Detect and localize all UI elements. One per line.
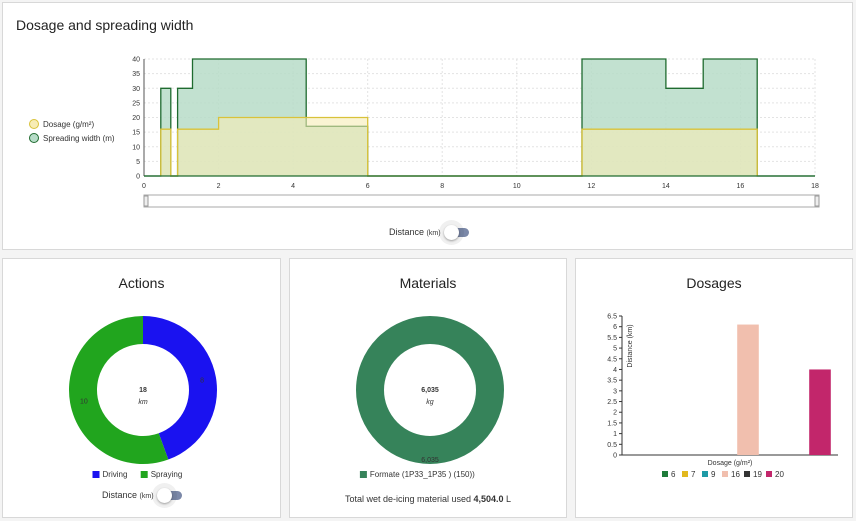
area-y-tick: 15 [132, 130, 140, 137]
bar-x-label: Dosage (g/m²) [708, 460, 753, 467]
area-y-tick: 5 [136, 159, 140, 166]
bar-legend-marker [722, 471, 728, 477]
top-distance-toggle-row: Distance (km) [389, 224, 469, 240]
donut-legend-label: Formate (1P33_1P35 ) (150)) [370, 470, 475, 479]
bar-y-tick: 0.5 [607, 442, 617, 449]
dosage-spreading-chart: 0 5 10 15 20 25 30 35 40 0 2 4 6 8 10 12 14 16 18 Dosage (g… [29, 57, 820, 208]
range-slider-handle-left[interactable] [143, 195, 149, 207]
donut-center-value: 18 [139, 387, 147, 394]
area-y-tick: 10 [132, 144, 140, 151]
donut-center-value: 6,035 [421, 387, 439, 394]
bar-y-tick: 3.5 [607, 378, 617, 385]
bar-y-tick: 2 [613, 410, 617, 417]
area-x-tick: 6 [366, 183, 370, 190]
donut-legend-marker [140, 471, 148, 478]
donut-slice-label: 10 [80, 398, 88, 405]
bar-y-tick: 6 [613, 324, 617, 331]
bar-y-tick: 4.5 [607, 356, 617, 363]
bar-y-label: Distance (km) [627, 324, 634, 367]
dosages-bar-chart: 0 0.5 1 1.5 2 2.5 3 3.5 4 4.5 5 5.5 6 6.5 Distance (km… [607, 314, 838, 479]
area-y-tick: 35 [132, 71, 140, 78]
range-slider-handle-right[interactable] [814, 195, 820, 207]
actions-donut-chart: 8 10 18 km Driving Spraying [69, 316, 217, 479]
bar-y-tick: 3 [613, 388, 617, 395]
area-legend-marker [29, 119, 39, 129]
donut-center-unit: km [138, 399, 148, 406]
donut-legend-label: Driving [103, 470, 128, 479]
bar-legend-marker [702, 471, 708, 477]
donut-legend-label: Spraying [151, 470, 183, 479]
bar-legend-marker [662, 471, 668, 477]
area-x-tick: 8 [440, 183, 444, 190]
bar-legend-marker [682, 471, 688, 477]
bar-y-tick: 4 [613, 367, 617, 374]
actions-distance-toggle[interactable] [156, 487, 182, 503]
bar-y-tick: 0 [613, 453, 617, 460]
donut-slice [356, 316, 504, 464]
top-distance-toggle[interactable] [443, 224, 469, 240]
top-toggle-knob[interactable] [443, 224, 459, 240]
area-x-tick: 18 [811, 183, 819, 190]
area-x-tick: 4 [291, 183, 295, 190]
bar-legend-label: 19 [753, 470, 762, 479]
actions-panel: Actions 8 10 18 km Driving Spraying Distance … [2, 258, 281, 518]
bar-legend-label: 9 [711, 470, 716, 479]
donut-slice [143, 316, 217, 460]
dosage-bar [737, 324, 759, 455]
materials-donut-chart: 6,035 6,035 kg Formate (1P33_1P35 ) (150)) [356, 316, 504, 479]
area-legend-label: Dosage (g/m²) [43, 120, 94, 129]
area-y-tick: 25 [132, 100, 140, 107]
dosage-spreading-title: Dosage and spreading width [16, 17, 194, 33]
donut-legend-marker [92, 471, 100, 478]
area-x-tick: 14 [662, 183, 670, 190]
bar-y-tick: 1 [613, 431, 617, 438]
actions-distance-toggle-row: Distance (km) [102, 487, 182, 503]
dosage-spreading-panel: Dosage and spreading width 0 5 10 15 20 25 30 3… [2, 2, 853, 250]
bar-legend-marker [766, 471, 772, 477]
donut-slice [69, 316, 169, 464]
actions-toggle-knob[interactable] [156, 487, 172, 503]
area-legend-label: Spreading width (m) [43, 134, 115, 143]
area-y-tick: 20 [132, 115, 140, 122]
bar-y-tick: 2.5 [607, 399, 617, 406]
area-x-tick: 10 [513, 183, 521, 190]
dosage-bar [809, 369, 831, 455]
materials-panel: Materials 6,035 6,035 kg Formate (1P33_1P35… [289, 258, 567, 518]
area-x-tick: 2 [217, 183, 221, 190]
bar-legend-label: 16 [731, 470, 740, 479]
bar-y-tick: 6.5 [607, 314, 617, 321]
area-x-tick: 16 [737, 183, 745, 190]
area-x-tick: 0 [142, 183, 146, 190]
materials-title: Materials [399, 275, 457, 291]
range-slider-track [143, 194, 820, 208]
total-material-line: Total wet de-icing material used 4,504.0… [344, 494, 512, 504]
donut-slice-label: 6,035 [421, 457, 439, 464]
bar-legend-label: 6 [671, 470, 676, 479]
area-y-tick: 40 [132, 57, 140, 64]
area-legend-marker [29, 133, 39, 143]
bar-y-tick: 5 [613, 346, 617, 353]
area-y-tick: 30 [132, 86, 140, 93]
donut-slice-label: 8 [200, 378, 204, 385]
top-toggle-label: Distance (km) [389, 227, 441, 237]
donut-center-unit: kg [426, 399, 434, 406]
actions-title: Actions [118, 275, 165, 291]
dosages-panel: Dosages 0 0.5 1 1.5 2 2.5 3 3.5 4 4.5 5 5.5 6 6.5 Dist… [575, 258, 853, 518]
bar-y-tick: 1.5 [607, 420, 617, 427]
actions-toggle-label: Distance (km) [102, 490, 154, 500]
area-y-tick: 0 [136, 174, 140, 181]
bar-y-tick: 5.5 [607, 335, 617, 342]
bar-legend-label: 20 [775, 470, 784, 479]
dosages-title: Dosages [686, 275, 742, 291]
bar-legend-marker [744, 471, 750, 477]
area-x-tick: 12 [587, 183, 595, 190]
donut-legend-marker [359, 471, 367, 478]
area-series-line [160, 116, 758, 177]
bar-legend-label: 7 [691, 470, 696, 479]
area-series-fill [160, 117, 758, 176]
